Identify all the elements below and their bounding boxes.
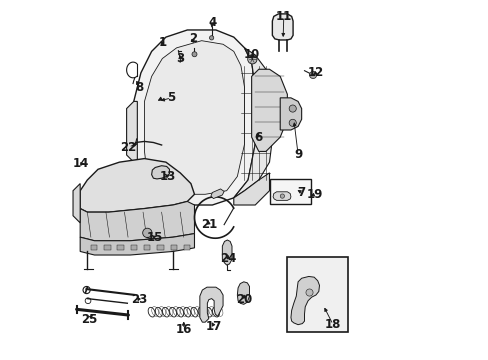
Polygon shape (210, 189, 224, 199)
Polygon shape (251, 69, 287, 152)
Bar (287, 257, 347, 332)
Text: 12: 12 (307, 66, 324, 79)
Text: 5: 5 (167, 91, 175, 104)
Circle shape (309, 71, 316, 78)
Polygon shape (286, 184, 297, 196)
Text: 15: 15 (146, 231, 163, 244)
Bar (157, 246, 163, 249)
Text: 9: 9 (293, 148, 302, 161)
Bar (170, 246, 177, 249)
Polygon shape (222, 240, 231, 265)
Text: 21: 21 (200, 218, 217, 231)
Polygon shape (280, 98, 301, 130)
Polygon shape (290, 276, 319, 325)
Text: 24: 24 (220, 252, 236, 265)
Polygon shape (200, 287, 223, 322)
Bar (91, 246, 97, 249)
Text: 6: 6 (254, 131, 263, 144)
Polygon shape (73, 184, 80, 223)
Polygon shape (80, 202, 194, 241)
Text: 7: 7 (297, 186, 305, 199)
Circle shape (209, 36, 213, 40)
Circle shape (142, 228, 152, 238)
Bar (117, 246, 123, 249)
Text: 18: 18 (324, 318, 341, 331)
Text: 4: 4 (208, 15, 216, 28)
Polygon shape (272, 192, 290, 201)
Text: 22: 22 (120, 141, 136, 154)
Polygon shape (237, 282, 249, 304)
Bar (269, 179, 310, 204)
Text: 10: 10 (243, 48, 259, 61)
Bar (183, 246, 190, 249)
Polygon shape (233, 173, 269, 205)
Text: 1: 1 (158, 36, 166, 49)
Circle shape (288, 105, 296, 112)
Polygon shape (233, 48, 272, 198)
Polygon shape (134, 30, 255, 205)
Polygon shape (80, 158, 194, 212)
Text: 13: 13 (159, 170, 176, 183)
Text: 2: 2 (188, 32, 196, 45)
Circle shape (280, 194, 284, 198)
Bar (104, 246, 110, 249)
Polygon shape (144, 41, 244, 194)
Text: 11: 11 (275, 10, 291, 23)
Text: 20: 20 (236, 293, 252, 306)
Text: 23: 23 (131, 293, 147, 306)
Text: 8: 8 (135, 81, 143, 94)
Polygon shape (272, 14, 292, 40)
Circle shape (192, 52, 197, 57)
Text: 25: 25 (81, 313, 97, 326)
Circle shape (305, 289, 312, 296)
Bar (130, 246, 137, 249)
Bar (143, 246, 150, 249)
Text: 17: 17 (205, 320, 222, 333)
Circle shape (247, 55, 257, 64)
Text: 14: 14 (73, 157, 89, 170)
Polygon shape (126, 102, 137, 162)
Circle shape (288, 119, 296, 126)
Text: 3: 3 (176, 52, 184, 65)
Polygon shape (151, 166, 169, 179)
Text: 19: 19 (306, 188, 323, 201)
Polygon shape (80, 234, 194, 255)
Text: 16: 16 (175, 323, 192, 336)
